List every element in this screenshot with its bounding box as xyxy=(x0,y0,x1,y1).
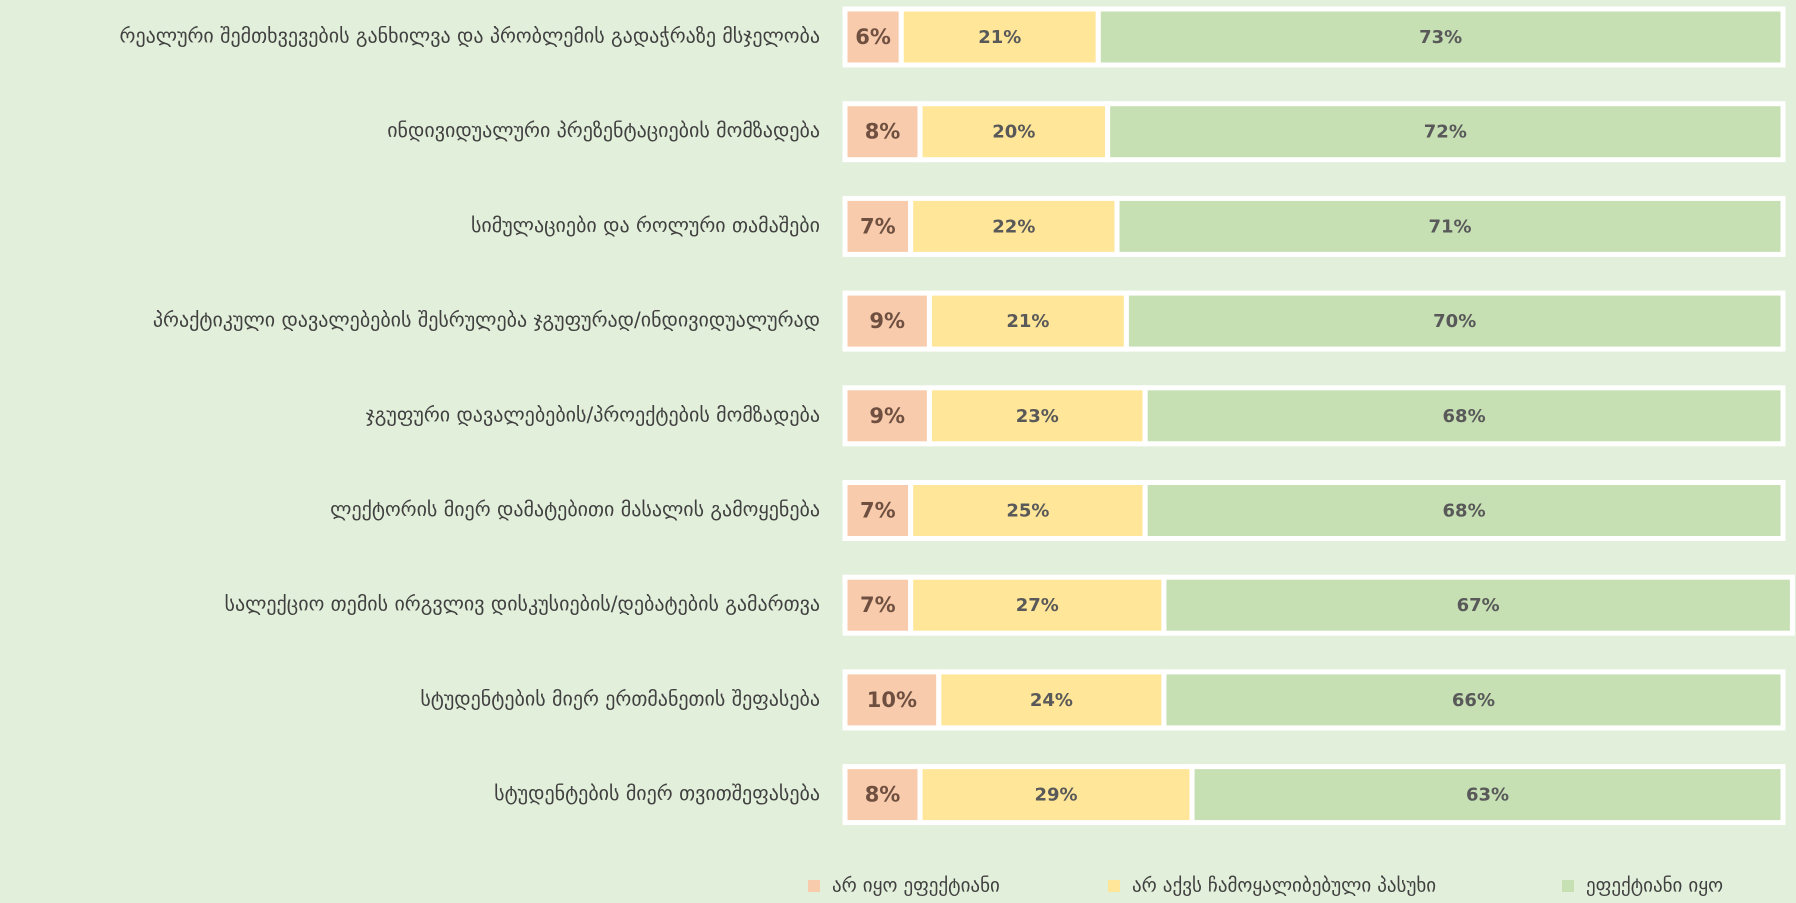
category-label: ინდივიდუალური პრეზენტაციების მომზადება xyxy=(387,118,820,142)
data-label: 22% xyxy=(992,216,1035,237)
data-label: 21% xyxy=(1006,311,1049,332)
data-label: 8% xyxy=(865,783,901,807)
legend-swatch xyxy=(1108,880,1120,892)
legend-label: არ იყო ეფექტიანი xyxy=(832,875,1000,897)
data-label: 7% xyxy=(860,499,896,523)
bar-segment xyxy=(936,669,1167,731)
data-label: 10% xyxy=(867,688,917,712)
bar-segment xyxy=(1161,669,1786,731)
bar-segment xyxy=(1105,101,1786,163)
data-label: 68% xyxy=(1443,501,1486,522)
bar-segment xyxy=(898,6,1101,68)
bar-segment xyxy=(908,195,1120,257)
legend-label: არ აქვს ჩამოყალიბებული პასუხი xyxy=(1132,875,1436,897)
category-label: სიმულაციები და როლური თამაშები xyxy=(471,213,820,237)
bar-segment xyxy=(1189,764,1786,826)
data-label: 9% xyxy=(869,309,905,333)
data-label: 27% xyxy=(1016,595,1059,616)
bar-segment xyxy=(917,101,1111,163)
data-label: 7% xyxy=(860,214,896,238)
bar-segment xyxy=(1142,480,1786,541)
data-label: 7% xyxy=(860,593,896,617)
data-label: 9% xyxy=(869,404,905,428)
data-label: 66% xyxy=(1452,690,1495,711)
legend-swatch xyxy=(1562,880,1574,892)
data-label: 25% xyxy=(1006,501,1049,522)
bar-segment xyxy=(1114,195,1786,257)
data-label: 23% xyxy=(1016,406,1059,427)
data-label: 20% xyxy=(992,122,1035,143)
bar-segment xyxy=(1142,385,1786,447)
bar-segment xyxy=(908,574,1167,636)
data-label: 63% xyxy=(1466,785,1509,806)
legend-swatch xyxy=(808,880,820,892)
bar-segment xyxy=(842,290,932,352)
data-label: 8% xyxy=(865,120,901,144)
data-label: 72% xyxy=(1424,122,1467,143)
data-label: 29% xyxy=(1035,785,1078,806)
category-label: პრაქტიკული დავალებების შესრულება ჯგუფურა… xyxy=(153,308,820,332)
data-label: 24% xyxy=(1030,690,1073,711)
data-label: 71% xyxy=(1428,216,1471,237)
bar-segment xyxy=(1161,574,1795,636)
data-label: 73% xyxy=(1419,27,1462,48)
category-label: ლექტორის მიერ დამატებითი მასალის გამოყენ… xyxy=(330,497,820,521)
category-label: სალექციო თემის ირგვლივ დისკუსიების/დებატ… xyxy=(225,592,821,616)
bar-segment xyxy=(1123,290,1786,352)
category-label: სტუდენტების მიერ თვითშეფასება xyxy=(494,781,820,805)
data-label: 6% xyxy=(855,25,891,49)
data-label: 68% xyxy=(1443,406,1486,427)
category-label: რეალური შემთხვევების განხილვა და პრობლემ… xyxy=(120,24,820,48)
category-label: ჯგუფური დავალებების/პროექტების მომზადება xyxy=(366,402,820,426)
bar-segment xyxy=(908,480,1148,541)
data-label: 21% xyxy=(978,27,1021,48)
data-label: 67% xyxy=(1457,595,1500,616)
data-label: 70% xyxy=(1433,311,1476,332)
bar-segment xyxy=(842,574,914,636)
bar-segment xyxy=(842,6,904,68)
legend-label: ეფექტიანი იყო xyxy=(1586,875,1723,897)
bar-segment xyxy=(842,480,914,541)
bar-segment xyxy=(1095,6,1786,68)
category-label: სტუდენტების მიერ ერთმანეთის შეფასება xyxy=(420,686,820,710)
